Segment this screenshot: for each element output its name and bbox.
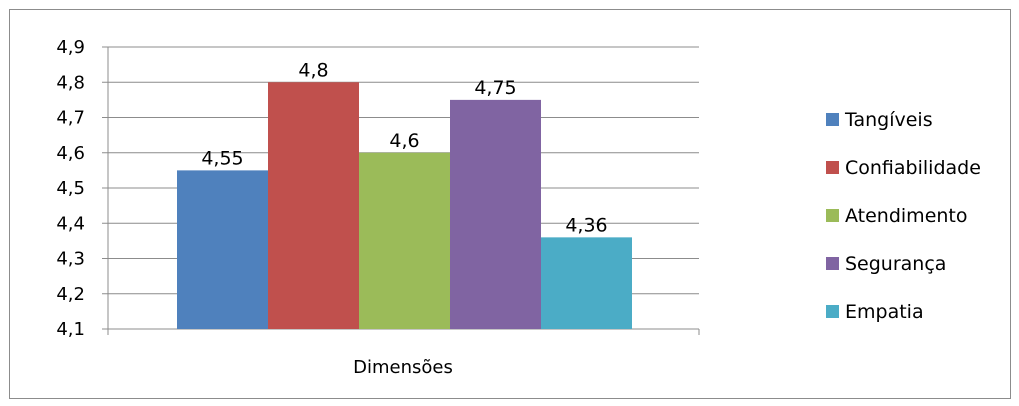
bar-empatia xyxy=(541,237,632,329)
data-label: 4,8 xyxy=(298,59,328,81)
legend: Tangíveis Confiabilidade Atendimento Segura… xyxy=(826,109,981,323)
legend-swatch xyxy=(826,305,839,318)
bar-tangíveis xyxy=(177,170,268,329)
legend-label: Segurança xyxy=(845,253,946,275)
bar-segurança xyxy=(450,99,541,329)
bars xyxy=(177,82,632,329)
y-tick-label: 4,3 xyxy=(56,249,85,270)
y-tick-label: 4,5 xyxy=(56,178,85,199)
legend-swatch xyxy=(826,257,839,270)
y-tick-label: 4,7 xyxy=(56,108,85,129)
legend-swatch xyxy=(826,161,839,174)
legend-swatch xyxy=(826,113,839,126)
data-label: 4,55 xyxy=(201,147,243,169)
y-tick-label: 4,1 xyxy=(56,319,85,340)
y-tick-label: 4,9 xyxy=(56,37,85,58)
y-tick-label: 4,6 xyxy=(56,143,85,164)
y-tick-label: 4,4 xyxy=(56,213,85,234)
x-axis-title: Dimensões xyxy=(353,357,453,378)
bar-confiabilidade xyxy=(268,82,359,329)
legend-label: Atendimento xyxy=(845,205,968,227)
legend-label: Empatia xyxy=(845,301,924,323)
data-labels: 4,55 4,8 4,6 4,75 4,36 xyxy=(201,59,607,236)
y-axis-tick-labels: 4,1 4,2 4,3 4,4 4,5 4,6 4,7 4,8 4,9 xyxy=(56,37,85,340)
data-label: 4,75 xyxy=(474,77,516,99)
data-label: 4,6 xyxy=(389,130,419,152)
bar-atendimento xyxy=(359,152,450,329)
legend-swatch xyxy=(826,209,839,222)
legend-label: Tangíveis xyxy=(844,109,933,131)
y-tick-label: 4,8 xyxy=(56,72,85,93)
data-label: 4,36 xyxy=(565,214,607,236)
legend-label: Confiabilidade xyxy=(845,157,981,179)
y-tick-label: 4,2 xyxy=(56,284,85,305)
